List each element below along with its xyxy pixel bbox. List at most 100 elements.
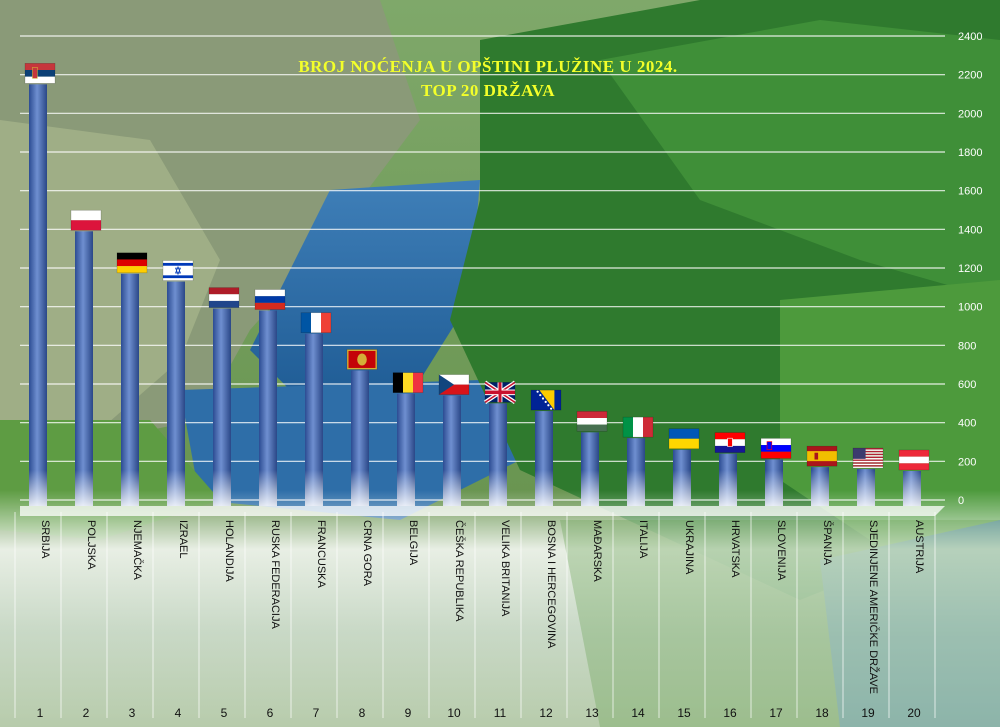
slovenia-flag-icon <box>760 438 792 459</box>
category-label: SLOVENIJA <box>775 520 787 581</box>
rank-label: 20 <box>907 706 921 720</box>
bosnia-flag-icon <box>530 389 562 411</box>
bar-6 <box>259 310 277 506</box>
bar-3 <box>121 273 139 506</box>
rank-labels: 1 2 3 4 5 6 7 8 9 10 11 12 13 14 15 16 17 18 19 20 <box>37 706 921 720</box>
gridlines <box>20 35 945 501</box>
rank-label: 11 <box>494 706 507 720</box>
poland-flag-icon <box>70 209 102 231</box>
category-label: VELIKA BRITANIJA <box>499 520 511 617</box>
chart-title: BROJ NOĆENJA U OPŠTINI PLUŽINE U 2024. <box>298 57 677 76</box>
rank-label: 14 <box>631 706 645 720</box>
rank-label: 16 <box>723 706 737 720</box>
y-tick-label: 1800 <box>958 147 982 159</box>
rank-label: 2 <box>83 706 90 720</box>
category-label: BELGIJA <box>407 520 419 566</box>
bar-7 <box>305 333 323 506</box>
bar-fade <box>29 470 47 506</box>
bars <box>29 84 921 506</box>
rank-label: 5 <box>221 706 228 720</box>
category-label: FRANCUSKA <box>315 520 327 589</box>
rank-label: 13 <box>585 706 599 720</box>
rank-label: 18 <box>815 706 829 720</box>
y-tick-label: 1000 <box>958 302 982 314</box>
czechia-flag-icon <box>438 374 470 395</box>
category-label: IZRAEL <box>177 520 189 559</box>
bar-fade <box>213 470 231 506</box>
category-label: AUSTRIJA <box>913 520 925 574</box>
bar-fade <box>535 470 553 506</box>
bar-fade <box>581 470 599 506</box>
austria-flag-icon <box>898 449 930 471</box>
rank-label: 15 <box>677 706 691 720</box>
y-axis: 0 200 400 600 800 1000 1200 1400 1600 1800 2000 220… <box>958 31 982 507</box>
y-tick-label: 400 <box>958 418 976 430</box>
bar-fade <box>765 470 783 506</box>
bar-fade <box>903 470 921 506</box>
category-label: SRBIJA <box>39 520 51 559</box>
usa-flag-icon <box>852 447 884 469</box>
flags <box>24 63 930 471</box>
montenegro-flag-icon <box>346 349 378 370</box>
bar-fade <box>489 470 507 506</box>
chart-subtitle: TOP 20 DRŽAVA <box>421 81 555 100</box>
bar-2 <box>75 231 93 506</box>
y-tick-label: 2200 <box>958 70 982 82</box>
y-tick-label: 600 <box>958 379 976 391</box>
israel-flag-icon <box>162 260 194 281</box>
rank-label: 9 <box>405 706 412 720</box>
serbia-flag-icon <box>24 63 56 84</box>
rank-label: 10 <box>447 706 461 720</box>
bar-fade <box>627 470 645 506</box>
rank-label: 7 <box>313 706 320 720</box>
germany-flag-icon <box>116 252 148 274</box>
label-panel <box>14 506 945 718</box>
bar-fade <box>397 470 415 506</box>
y-tick-label: 1600 <box>958 186 982 198</box>
france-flag-icon <box>300 312 332 334</box>
y-tick-label: 200 <box>958 456 976 468</box>
baseline-shelf <box>20 506 945 516</box>
category-label: ČEŠKA REPUBLIKA <box>453 520 466 622</box>
bar-fade <box>443 470 461 506</box>
bar-fade <box>811 470 829 506</box>
category-label: HRVATSKA <box>729 520 741 578</box>
category-label: ŠPANIJA <box>821 520 834 566</box>
bar-fade <box>305 470 323 506</box>
y-tick-label: 1200 <box>958 263 982 275</box>
bar-fade <box>259 470 277 506</box>
y-tick-label: 2400 <box>958 31 982 43</box>
category-label: CRNA GORA <box>361 520 373 587</box>
category-label: NJEMAČKA <box>131 520 144 581</box>
bar-fade <box>673 470 691 506</box>
y-tick-label: 2000 <box>958 108 982 120</box>
rank-label: 17 <box>769 706 783 720</box>
italy-flag-icon <box>622 416 654 438</box>
bar-fade <box>857 470 875 506</box>
bar-fade <box>719 470 737 506</box>
bar-5 <box>213 308 231 506</box>
belgium-flag-icon <box>392 372 424 393</box>
rank-label: 1 <box>37 706 44 720</box>
bar-fade <box>351 470 369 506</box>
spain-flag-icon <box>806 445 838 467</box>
bar-fade <box>167 470 185 506</box>
croatia-flag-icon <box>714 432 746 453</box>
ukraine-flag-icon <box>668 428 700 450</box>
rank-label: 19 <box>861 706 875 720</box>
rank-label: 3 <box>129 706 136 720</box>
rank-label: 12 <box>539 706 553 720</box>
uk-flag-icon <box>483 380 517 404</box>
category-label: HOLANDIJA <box>223 520 235 582</box>
hungary-flag-icon <box>576 411 608 432</box>
y-tick-label: 800 <box>958 340 976 352</box>
category-label: ITALIJA <box>637 520 649 559</box>
y-tick-label: 1400 <box>958 224 982 236</box>
category-labels: SRBIJA POLJSKA NJEMAČKA IZRAEL HOLANDIJA RUSK… <box>39 520 925 694</box>
category-label: SJEDINJENE AMERIČKE DRŽAVE <box>867 520 880 694</box>
category-label: BOSNA I HERCEGOVINA <box>545 520 557 649</box>
y-tick-label: 0 <box>958 495 964 507</box>
bar-fade <box>75 470 93 506</box>
